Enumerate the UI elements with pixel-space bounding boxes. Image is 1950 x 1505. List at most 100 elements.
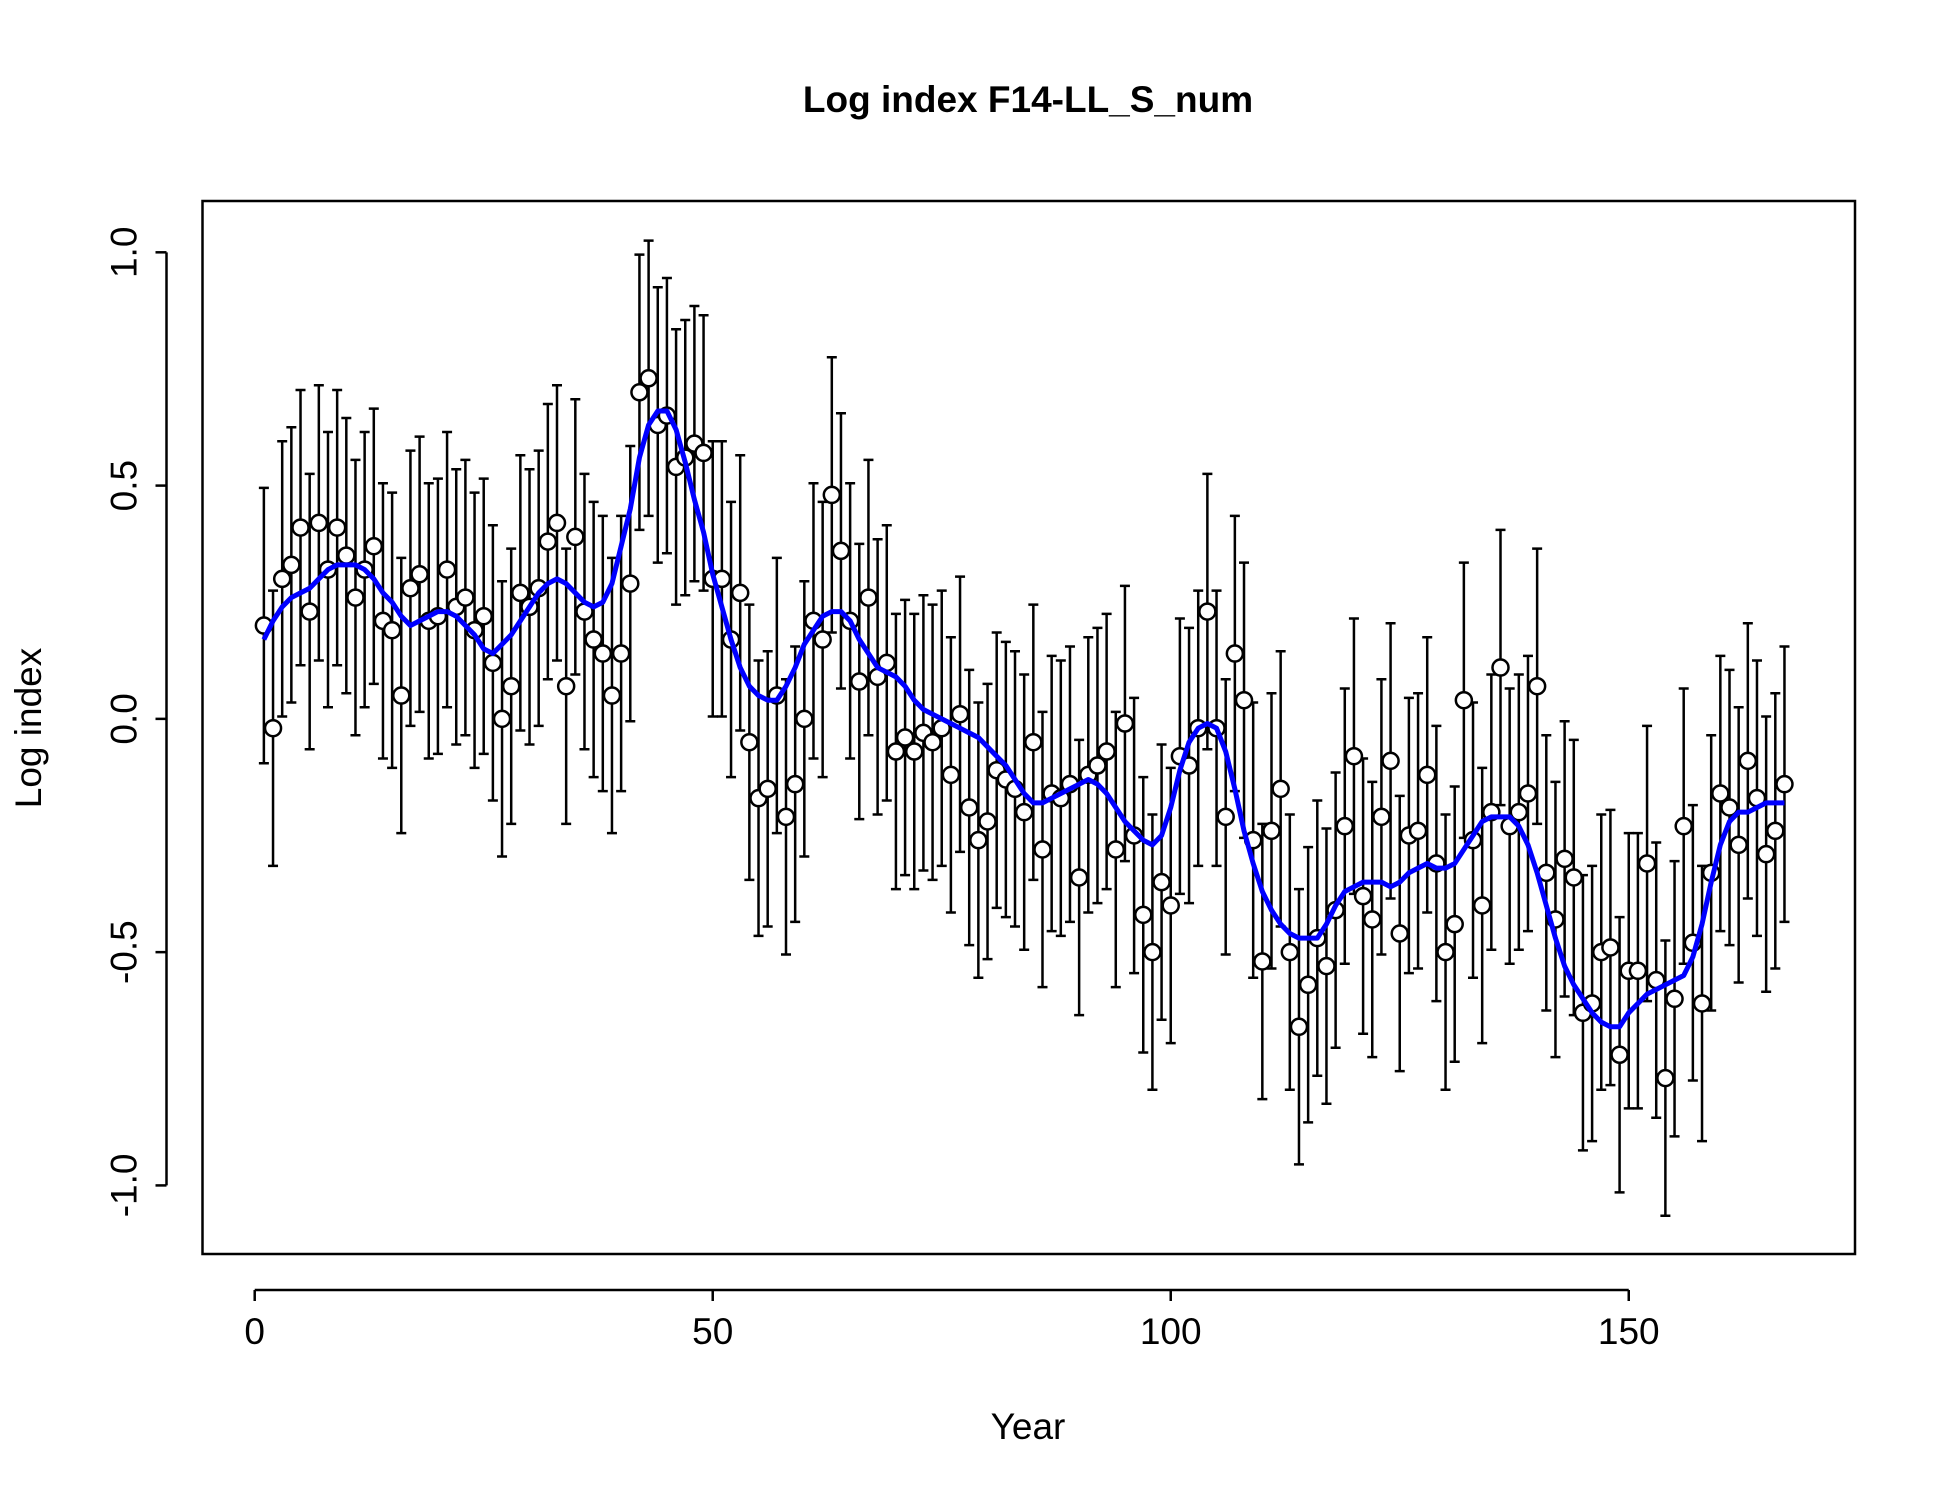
data-point <box>556 676 576 696</box>
data-point <box>785 774 805 794</box>
data-point <box>410 564 429 584</box>
data-point <box>1372 807 1391 827</box>
data-point <box>1033 840 1052 859</box>
data-point <box>1527 676 1547 696</box>
data-point <box>1216 807 1235 827</box>
data-point <box>474 606 493 626</box>
data-point <box>1445 914 1464 934</box>
data-point <box>1729 835 1748 855</box>
data-point <box>1344 746 1364 766</box>
data-point <box>1280 942 1300 962</box>
data-point <box>547 513 567 533</box>
data-point <box>1738 751 1758 771</box>
data-point <box>1234 690 1254 710</box>
data-point <box>1775 774 1794 794</box>
data-point <box>1417 765 1437 785</box>
data-point <box>1106 840 1126 859</box>
data-point <box>813 630 832 649</box>
data-point <box>639 369 658 388</box>
data-point <box>1665 989 1684 1009</box>
data-point <box>1024 732 1043 752</box>
data-point <box>1289 1017 1309 1037</box>
data-point <box>263 718 283 738</box>
data-point <box>1134 905 1153 925</box>
y-tick-label: 0.0 <box>103 693 144 744</box>
data-point <box>1253 952 1272 971</box>
data-point <box>392 686 411 705</box>
data-point <box>886 742 906 761</box>
y-tick-label: 1.0 <box>103 227 144 278</box>
data-point <box>272 569 292 589</box>
data-point <box>923 732 942 752</box>
data-point <box>492 709 512 729</box>
data-point <box>1069 868 1089 887</box>
data-point <box>1381 751 1400 771</box>
data-point <box>850 672 869 691</box>
data-point <box>795 709 814 729</box>
data-point <box>1143 942 1162 962</box>
data-point <box>1097 742 1116 761</box>
data-point <box>456 588 475 607</box>
x-tick-label: 150 <box>1598 1311 1660 1352</box>
data-point <box>1271 779 1290 799</box>
data-point <box>602 686 622 705</box>
data-point <box>895 728 915 747</box>
x-tick-label: 50 <box>692 1311 733 1352</box>
data-point <box>1335 816 1355 836</box>
data-point <box>291 518 310 537</box>
plot-frame <box>201 199 1857 1256</box>
data-point <box>1711 784 1730 803</box>
data-point <box>346 588 365 607</box>
data-point <box>1766 821 1785 841</box>
data-point <box>694 443 713 463</box>
data-point <box>1152 872 1171 892</box>
data-point <box>1198 602 1217 621</box>
data-point <box>1656 1068 1675 1088</box>
x-tick-label: 0 <box>244 1311 265 1352</box>
data-point <box>483 653 503 673</box>
data-point <box>1692 994 1712 1013</box>
data-point <box>621 574 640 593</box>
data-point <box>1472 896 1492 915</box>
data-point <box>611 644 631 663</box>
x-tick-label: 100 <box>1140 1311 1202 1352</box>
data-point <box>364 536 384 556</box>
data-point <box>1756 844 1776 864</box>
data-point <box>538 532 558 551</box>
data-point <box>584 630 603 649</box>
x-axis-label: Year <box>991 1406 1066 1447</box>
data-point <box>401 578 420 598</box>
data-point <box>959 798 979 817</box>
data-point <box>1353 886 1373 906</box>
data-point <box>822 485 842 505</box>
data-point <box>1317 956 1336 976</box>
chart-title: Log index F14-LL_S_num <box>803 79 1253 120</box>
data-point <box>382 620 402 640</box>
y-axis-label: Log index <box>8 647 49 808</box>
data-point <box>1454 690 1474 710</box>
data-point <box>1390 924 1409 943</box>
data-point <box>904 742 924 761</box>
data-point <box>337 546 356 565</box>
data-point <box>978 812 997 831</box>
data-point <box>1014 802 1034 822</box>
data-point <box>740 732 759 752</box>
data-point <box>859 588 878 607</box>
data-point <box>1161 896 1180 915</box>
data-point <box>831 541 851 561</box>
data-point <box>969 830 988 850</box>
data-point <box>1674 816 1693 836</box>
data-point <box>776 807 796 827</box>
data-point <box>1518 784 1538 803</box>
y-tick-label: 0.5 <box>103 460 144 511</box>
y-tick-label: -1.0 <box>103 1154 144 1218</box>
data-point <box>511 583 530 603</box>
data-point <box>941 765 961 785</box>
data-point <box>300 602 319 621</box>
data-point <box>1363 910 1382 929</box>
data-point <box>1088 756 1107 775</box>
data-point <box>501 676 521 696</box>
data-point <box>730 583 750 603</box>
data-point <box>309 513 329 533</box>
